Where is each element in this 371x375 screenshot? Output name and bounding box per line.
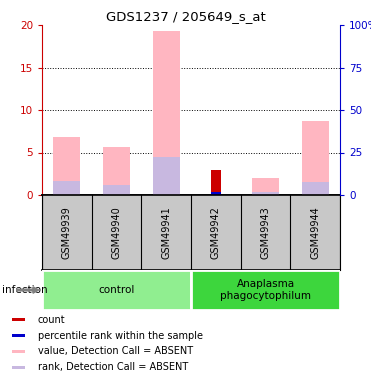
Bar bbox=[53, 137, 81, 195]
Bar bbox=[103, 147, 130, 195]
Text: count: count bbox=[38, 315, 66, 324]
Text: GSM49942: GSM49942 bbox=[211, 206, 221, 259]
Text: control: control bbox=[98, 285, 135, 295]
Bar bbox=[252, 178, 279, 195]
Bar bbox=[12, 350, 26, 353]
Bar bbox=[152, 31, 180, 195]
Bar bbox=[53, 180, 81, 195]
Bar bbox=[302, 182, 329, 195]
Text: GDS1237 / 205649_s_at: GDS1237 / 205649_s_at bbox=[106, 10, 265, 23]
Bar bbox=[211, 170, 221, 195]
Bar bbox=[302, 121, 329, 195]
Bar bbox=[252, 192, 279, 195]
Bar bbox=[42, 270, 191, 310]
Bar bbox=[12, 366, 26, 369]
Bar bbox=[103, 185, 130, 195]
Bar bbox=[152, 157, 180, 195]
Text: GSM49940: GSM49940 bbox=[112, 206, 121, 259]
Bar bbox=[12, 318, 26, 321]
Text: GSM49939: GSM49939 bbox=[62, 206, 72, 259]
Text: Anaplasma
phagocytophilum: Anaplasma phagocytophilum bbox=[220, 279, 311, 301]
Text: infection: infection bbox=[2, 285, 47, 295]
Text: percentile rank within the sample: percentile rank within the sample bbox=[38, 330, 203, 340]
Text: GSM49943: GSM49943 bbox=[260, 206, 270, 259]
Bar bbox=[211, 192, 221, 195]
Bar bbox=[191, 270, 340, 310]
Text: GSM49944: GSM49944 bbox=[310, 206, 320, 259]
Text: GSM49941: GSM49941 bbox=[161, 206, 171, 259]
Bar bbox=[12, 334, 26, 338]
Text: rank, Detection Call = ABSENT: rank, Detection Call = ABSENT bbox=[38, 363, 188, 372]
Text: value, Detection Call = ABSENT: value, Detection Call = ABSENT bbox=[38, 346, 193, 357]
